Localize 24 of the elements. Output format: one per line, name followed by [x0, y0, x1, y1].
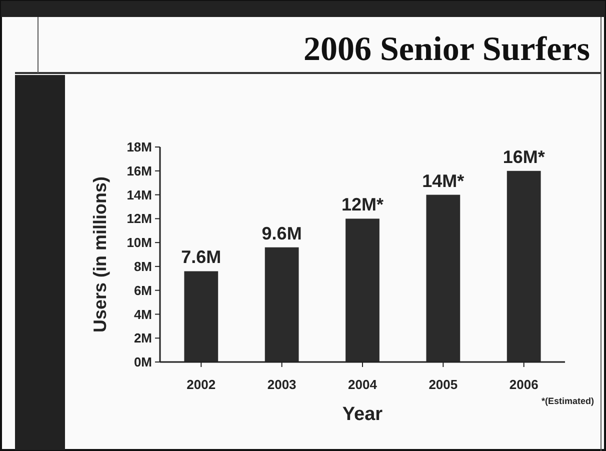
chart-title: 2006 Senior Surfers: [304, 31, 590, 68]
y-axis-title: Users (in millions): [90, 176, 110, 333]
x-tick-label: 2006: [509, 377, 538, 392]
x-tick-label: 2003: [267, 377, 296, 392]
data-label: 7.6M: [181, 247, 222, 268]
text: *(Estimated): [541, 396, 594, 406]
y-tick-label: 6M: [134, 282, 152, 298]
y-tick-label: 18M: [126, 140, 152, 155]
data-label: 9.6M: [262, 223, 302, 244]
x-tick-label: 2002: [186, 377, 216, 392]
y-tick-label: 12M: [126, 211, 152, 226]
y-tick-label: 16M: [126, 163, 152, 178]
x-tick-label: 2005: [428, 377, 458, 392]
y-tick-label: 0M: [134, 354, 152, 370]
y-tick-label: 10M: [126, 235, 152, 250]
data-label: 12M*: [341, 194, 384, 215]
y-tick-label: 2M: [134, 330, 152, 346]
data-label: 16M*: [502, 146, 545, 167]
x-tick-label: 2004: [348, 377, 378, 392]
y-tick-label: 8M: [134, 258, 152, 274]
y-tick-label: 14M: [126, 187, 152, 202]
x-axis-title: Year: [342, 404, 384, 425]
y-tick-label: 4M: [134, 306, 152, 322]
data-label: 14M*: [422, 170, 464, 191]
